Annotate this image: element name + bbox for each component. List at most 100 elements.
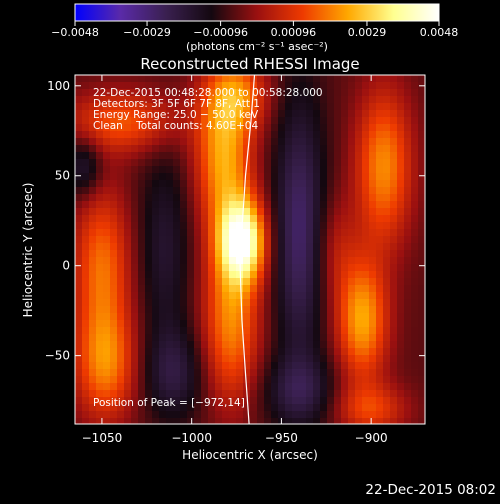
heatmap-cell: [327, 117, 335, 125]
heatmap-cell: [306, 397, 314, 405]
heatmap-cell: [201, 355, 209, 363]
heatmap-cell: [306, 152, 314, 160]
heatmap-cell: [264, 173, 272, 181]
heatmap-cell: [145, 362, 153, 370]
heatmap-cell: [194, 124, 202, 132]
heatmap-cell: [404, 341, 412, 349]
heatmap-cell: [257, 152, 265, 160]
heatmap-cell: [89, 299, 97, 307]
heatmap-cell: [180, 82, 188, 90]
heatmap-cell: [208, 250, 216, 258]
heatmap-cell: [418, 299, 425, 307]
heatmap-cell: [397, 117, 405, 125]
heatmap-cell: [264, 159, 272, 167]
heatmap-cell: [215, 222, 223, 230]
heatmap-cell: [306, 411, 314, 419]
heatmap-cell: [348, 404, 356, 412]
heatmap-cell: [187, 89, 195, 97]
heatmap-cell: [278, 383, 286, 391]
heatmap-cell: [187, 96, 195, 104]
heatmap-cell: [110, 418, 118, 424]
heatmap-cell: [376, 327, 384, 335]
heatmap-cell: [103, 271, 111, 279]
heatmap-cell: [152, 271, 160, 279]
heatmap-cell: [278, 243, 286, 251]
heatmap-cell: [243, 313, 251, 321]
heatmap-cell: [320, 271, 328, 279]
heatmap-cell: [124, 383, 132, 391]
heatmap-cell: [152, 124, 160, 132]
heatmap-cell: [418, 383, 425, 391]
heatmap-cell: [348, 75, 356, 83]
heatmap-cell: [103, 89, 111, 97]
heatmap-cell: [117, 320, 125, 328]
heatmap-cell: [383, 215, 391, 223]
heatmap-cell: [89, 173, 97, 181]
heatmap-cell: [145, 124, 153, 132]
heatmap-cell: [222, 215, 230, 223]
heatmap-cell: [180, 187, 188, 195]
heatmap-cell: [292, 152, 300, 160]
heatmap-cell: [320, 152, 328, 160]
heatmap-cell: [327, 180, 335, 188]
heatmap-cell: [89, 355, 97, 363]
heatmap-cell: [173, 159, 181, 167]
heatmap-cell: [236, 117, 244, 125]
heatmap-cell: [159, 306, 167, 314]
heatmap-cell: [334, 236, 342, 244]
heatmap-cell: [208, 362, 216, 370]
heatmap-cell: [110, 145, 118, 153]
heatmap-cell: [124, 173, 132, 181]
heatmap-cell: [75, 334, 83, 342]
heatmap-cell: [82, 306, 90, 314]
heatmap-cell: [397, 271, 405, 279]
heatmap-cell: [117, 369, 125, 377]
heatmap-cell: [131, 306, 139, 314]
heatmap-cell: [131, 236, 139, 244]
heatmap-cell: [96, 334, 104, 342]
heatmap-cell: [327, 75, 335, 83]
heatmap-cell: [187, 159, 195, 167]
heatmap-cell: [411, 215, 419, 223]
heatmap-cell: [243, 250, 251, 258]
heatmap-cell: [264, 215, 272, 223]
heatmap-cell: [145, 250, 153, 258]
heatmap-cell: [173, 257, 181, 265]
heatmap-cell: [103, 362, 111, 370]
heatmap-cell: [362, 229, 370, 237]
heatmap-cell: [89, 89, 97, 97]
heatmap-cell: [390, 124, 398, 132]
y-tick-label: 0: [62, 259, 70, 273]
heatmap-cell: [292, 271, 300, 279]
heatmap-cell: [397, 418, 405, 424]
heatmap-cell: [75, 215, 83, 223]
heatmap-cell: [348, 124, 356, 132]
heatmap-cell: [159, 208, 167, 216]
heatmap-cell: [348, 236, 356, 244]
heatmap-cell: [138, 418, 146, 424]
heatmap-cell: [103, 152, 111, 160]
heatmap-cell: [117, 180, 125, 188]
heatmap-cell: [292, 138, 300, 146]
heatmap-cell: [418, 236, 425, 244]
heatmap-cell: [187, 404, 195, 412]
heatmap-cell: [110, 390, 118, 398]
heatmap-cell: [180, 138, 188, 146]
heatmap-cell: [236, 404, 244, 412]
heatmap-cell: [362, 180, 370, 188]
heatmap-cell: [362, 159, 370, 167]
heatmap-cell: [250, 166, 258, 174]
heatmap-cell: [299, 208, 307, 216]
heatmap-cell: [369, 138, 377, 146]
heatmap-cell: [397, 257, 405, 265]
heatmap-cell: [285, 117, 293, 125]
heatmap-cell: [285, 348, 293, 356]
heatmap-cell: [110, 152, 118, 160]
heatmap-cell: [292, 243, 300, 251]
heatmap-cell: [82, 166, 90, 174]
heatmap-cell: [96, 278, 104, 286]
heatmap-cell: [250, 250, 258, 258]
heatmap-cell: [222, 180, 230, 188]
heatmap-cell: [313, 257, 321, 265]
heatmap-cell: [117, 131, 125, 139]
